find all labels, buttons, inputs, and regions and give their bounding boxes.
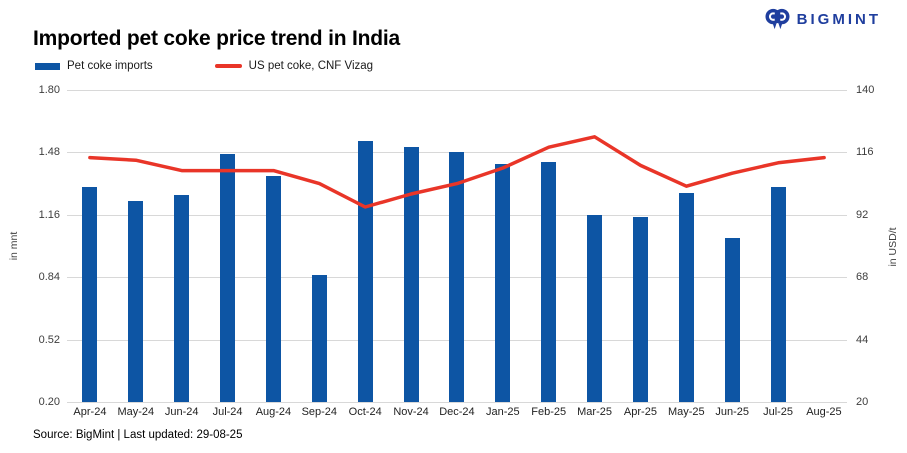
x-label-jun-24: Jun-24	[164, 406, 199, 418]
bar-slot-apr-25	[618, 90, 664, 402]
x-label-dec-24: Dec-24	[439, 406, 475, 418]
bar-sep-24	[311, 275, 327, 402]
bar-mar-25	[587, 215, 603, 402]
bar-jun-25	[724, 238, 740, 402]
left-tick-label: 1.48	[38, 146, 60, 159]
bar-slot-may-25	[663, 90, 709, 402]
x-label-jul-25: Jul-25	[763, 406, 794, 418]
plot-area	[67, 90, 847, 403]
x-label-nov-24: Nov-24	[393, 406, 429, 418]
bar-slot-dec-24	[434, 90, 480, 402]
line-series-swatch	[214, 64, 242, 68]
x-label-may-25: May-25	[667, 406, 705, 418]
x-label-sep-24: Sep-24	[301, 406, 338, 418]
bar-jul-24	[220, 154, 236, 402]
right-tick-label: 68	[856, 271, 869, 284]
right-axis-title: in USD/t	[887, 227, 899, 267]
bar-slot-jul-24	[205, 90, 251, 402]
bar-jun-24	[174, 195, 190, 402]
legend-label-price: US pet coke, CNF Vizag	[248, 60, 374, 72]
x-label-feb-25: Feb-25	[531, 406, 567, 418]
x-label-apr-25: Apr-25	[623, 406, 657, 418]
bar-slot-sep-24	[296, 90, 342, 402]
bar-slot-jul-25	[755, 90, 801, 402]
source-note: Source: BigMint | Last updated: 29-08-25	[33, 429, 243, 441]
x-label-aug-24: Aug-24	[255, 406, 292, 418]
bar-series-swatch	[35, 62, 60, 70]
chart-legend: Pet coke imports US pet coke, CNF Vizag	[35, 60, 373, 72]
bar-slot-jan-25	[480, 90, 526, 402]
legend-item-price: US pet coke, CNF Vizag	[214, 60, 374, 72]
bar-apr-24	[82, 187, 98, 402]
legend-label-imports: Pet coke imports	[67, 60, 153, 72]
x-label-may-24: May-24	[117, 406, 155, 418]
bar-jan-25	[495, 164, 511, 402]
bigmint-logo: BIGMINT	[765, 7, 881, 32]
right-tick-label: 116	[856, 146, 874, 159]
bar-slot-aug-24	[251, 90, 297, 402]
x-label-jun-25: Jun-25	[715, 406, 749, 418]
price-line	[88, 135, 826, 209]
bar-slot-may-24	[113, 90, 159, 402]
bar-aug-24	[265, 176, 281, 402]
left-tick-label: 1.80	[38, 84, 60, 96]
bar-slot-jun-24	[159, 90, 205, 402]
left-tick-label: 0.52	[38, 333, 60, 346]
x-label-aug-25: Aug-25	[806, 406, 842, 418]
left-tick-label: 1.16	[38, 208, 60, 221]
bar-slot-feb-25	[526, 90, 572, 402]
chart-title: Imported pet coke price trend in India	[33, 27, 400, 50]
gridline	[67, 90, 847, 91]
bar-may-25	[678, 193, 694, 402]
bar-slot-nov-24	[388, 90, 434, 402]
left-tick-label: 0.20	[38, 396, 60, 408]
x-axis-labels: Apr-24 May-24 Jun-24 Jul-24 Aug-24 Sep-24 Oct-…	[67, 406, 847, 418]
x-label-jul-24: Jul-24	[212, 406, 243, 418]
right-tick-label: 44	[856, 333, 869, 346]
bar-slot-jun-25	[709, 90, 755, 402]
x-label-apr-24: Apr-24	[73, 406, 107, 418]
x-label-jan-25: Jan-25	[485, 406, 520, 418]
bar-series	[67, 90, 847, 402]
bar-apr-25	[632, 217, 648, 402]
bigmint-logo-icon	[765, 8, 790, 30]
bar-slot-apr-24	[67, 90, 113, 402]
line-series	[88, 135, 826, 209]
x-label-oct-24: Oct-24	[348, 406, 382, 418]
left-axis-title: in mnt	[8, 231, 20, 261]
right-tick-label: 140	[856, 84, 875, 96]
bar-dec-24	[449, 152, 465, 402]
bar-feb-25	[541, 162, 557, 402]
legend-item-imports: Pet coke imports	[35, 60, 153, 72]
bigmint-logo-text: BIGMINT	[796, 11, 881, 28]
right-tick-label: 20	[856, 396, 869, 408]
bar-slot-mar-25	[572, 90, 618, 402]
bar-may-24	[128, 201, 144, 402]
right-tick-label: 92	[856, 208, 869, 221]
gridline	[67, 402, 847, 403]
x-label-mar-25: Mar-25	[577, 406, 612, 418]
left-tick-label: 0.84	[38, 271, 60, 284]
bar-nov-24	[403, 147, 419, 402]
bar-jul-25	[770, 187, 786, 402]
